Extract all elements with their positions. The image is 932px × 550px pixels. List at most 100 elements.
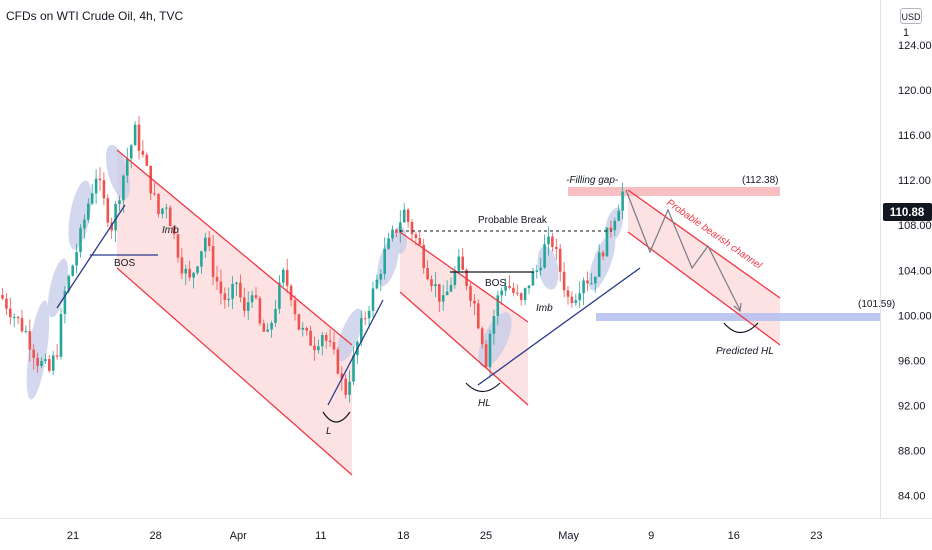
candle — [254, 287, 258, 300]
bearish-channel-upper-line[interactable] — [627, 189, 781, 299]
candle-body — [246, 302, 250, 311]
candle — [215, 265, 219, 290]
candle — [609, 220, 613, 238]
candle — [469, 282, 472, 307]
candle — [352, 346, 355, 386]
candle-body — [145, 154, 149, 166]
candle-body — [278, 282, 281, 309]
trendline-3[interactable] — [477, 267, 641, 386]
candle — [270, 320, 273, 338]
channel-1-lower-line[interactable] — [116, 267, 353, 476]
y-tick-label: 112.00 — [898, 175, 931, 187]
candle — [473, 294, 476, 316]
candle-body — [535, 270, 539, 272]
channel-2-upper-line[interactable] — [399, 231, 529, 323]
candle — [204, 232, 207, 258]
candle-body — [332, 342, 336, 350]
candle-body — [200, 251, 203, 267]
candle — [110, 217, 113, 239]
candle-body — [215, 277, 219, 282]
candle-body — [461, 256, 464, 270]
annotation-imb-2: Imb — [536, 303, 553, 314]
candle — [597, 244, 601, 277]
candle-body — [250, 295, 254, 303]
x-axis[interactable]: 21 28 Apr 11 18 25 May 9 16 23 — [67, 530, 823, 542]
candle — [285, 258, 289, 293]
candle — [227, 287, 230, 307]
candle-body — [383, 248, 386, 274]
candle — [484, 340, 488, 369]
candle — [239, 274, 242, 303]
candle — [317, 339, 320, 354]
trendline-1[interactable] — [56, 204, 126, 309]
candle — [79, 224, 82, 258]
y-tick-label: 84.00 — [898, 490, 926, 502]
candle — [313, 336, 316, 361]
y-axis-partial-label: 1 — [903, 27, 909, 39]
x-tick-label: 21 — [67, 530, 79, 542]
candle-body — [488, 333, 492, 368]
candle-body — [328, 340, 332, 343]
swing-highlight — [588, 233, 616, 291]
candle — [551, 232, 554, 252]
candle — [363, 311, 367, 326]
candle — [51, 351, 55, 376]
candle-body — [570, 296, 574, 303]
candle-body — [285, 269, 289, 286]
candle-body — [321, 334, 324, 347]
candle-body — [184, 268, 188, 274]
candle — [71, 264, 74, 277]
candle-body — [114, 204, 117, 231]
candle-body — [387, 238, 390, 249]
candle-body — [231, 283, 234, 299]
candle-body — [594, 276, 597, 284]
y-tick-label: 100.00 — [898, 310, 932, 322]
projected-path[interactable] — [625, 189, 741, 311]
y-axis[interactable]: 124.00 120.00 116.00 112.00 108.00 104.00 100.… — [898, 40, 932, 502]
y-tick-label: 92.00 — [898, 400, 926, 412]
candle — [75, 243, 78, 274]
candle-body — [379, 273, 383, 280]
candle-body — [402, 209, 406, 223]
candle-body — [317, 346, 320, 351]
candle — [98, 167, 102, 191]
candle — [336, 346, 340, 376]
candle-body — [289, 285, 293, 301]
candle-body — [465, 269, 468, 287]
candle — [59, 308, 63, 360]
last-price-badge — [883, 203, 932, 221]
candle — [129, 143, 133, 169]
candle-body — [118, 200, 121, 205]
candle-body — [20, 318, 24, 332]
candle-body — [161, 208, 164, 215]
candle — [570, 291, 574, 308]
annotation-imb-1: Imb — [162, 225, 179, 236]
candle — [246, 291, 250, 320]
currency-button[interactable]: USD — [900, 8, 922, 24]
candle-body — [67, 275, 71, 291]
swing-highlights — [26, 144, 624, 400]
candle — [40, 357, 43, 369]
swing-highlight — [47, 258, 69, 318]
predicted-hl-arc — [723, 322, 759, 334]
candle — [278, 275, 281, 314]
candle — [395, 228, 398, 238]
candle-body — [36, 357, 39, 366]
channel-2-lower-line[interactable] — [399, 291, 529, 406]
candle-body — [519, 293, 523, 300]
candle — [438, 284, 441, 313]
candle — [418, 231, 422, 246]
chart-title: CFDs on WTI Crude Oil, 4h, TVC — [6, 9, 184, 23]
candle — [426, 260, 429, 281]
candle-body — [79, 228, 82, 253]
candle — [12, 313, 16, 327]
channel-1-upper-line[interactable] — [116, 149, 353, 346]
candle-body — [32, 349, 35, 358]
candle — [555, 238, 558, 260]
candle-body — [336, 349, 340, 374]
candle-body — [344, 378, 347, 395]
y-tick-label: 108.00 — [898, 220, 932, 232]
candle — [168, 205, 172, 227]
trendline-2[interactable] — [327, 299, 384, 406]
